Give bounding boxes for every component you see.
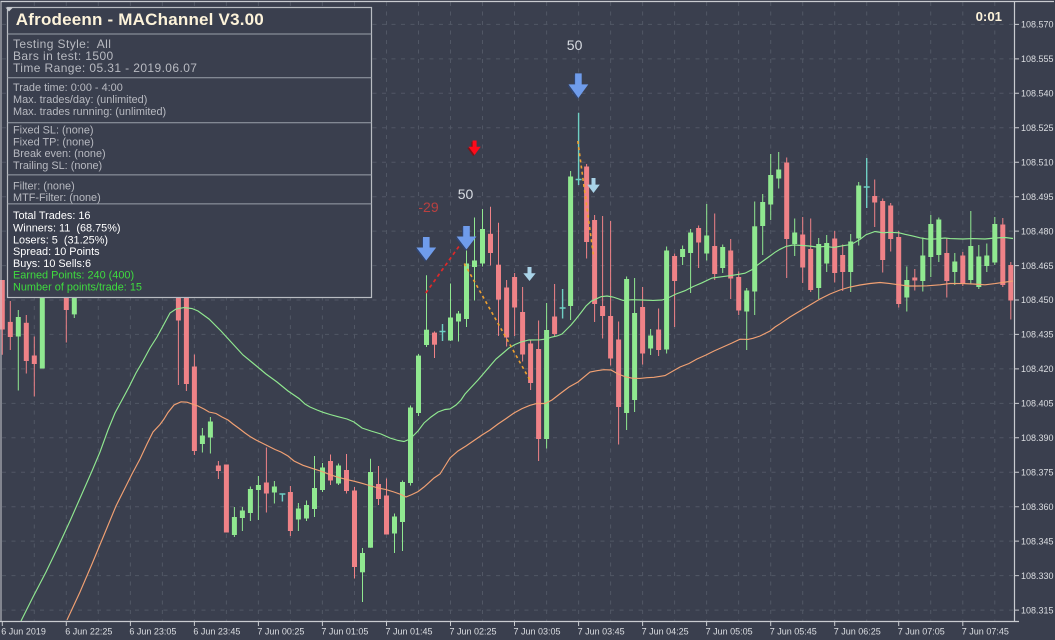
svg-text:108.525: 108.525 <box>1021 123 1054 133</box>
svg-text:108.420: 108.420 <box>1021 364 1054 374</box>
svg-text:50: 50 <box>567 37 583 53</box>
svg-text:Fixed TP: (none): Fixed TP: (none) <box>13 137 94 149</box>
svg-text:7 Jun 07:45: 7 Jun 07:45 <box>962 627 1009 637</box>
svg-text:Filter: (none): Filter: (none) <box>13 181 75 193</box>
svg-text:7 Jun 06:25: 7 Jun 06:25 <box>834 627 881 637</box>
svg-text:7 Jun 05:45: 7 Jun 05:45 <box>770 627 817 637</box>
svg-text:108.540: 108.540 <box>1021 89 1054 99</box>
svg-text:Trailing SL: (none): Trailing SL: (none) <box>13 160 102 172</box>
svg-text:108.480: 108.480 <box>1021 226 1054 236</box>
svg-text:7 Jun 05:05: 7 Jun 05:05 <box>706 627 753 637</box>
svg-text:Number of points/trade: 15: Number of points/trade: 15 <box>13 282 142 294</box>
svg-text:108.510: 108.510 <box>1021 157 1054 167</box>
svg-text:Losers: 5 (31.25%): Losers: 5 (31.25%) <box>13 235 108 247</box>
svg-text:Afrodeenn - MAChannel V3.00: Afrodeenn - MAChannel V3.00 <box>16 10 264 29</box>
svg-text:7 Jun 01:45: 7 Jun 01:45 <box>386 627 433 637</box>
svg-text:Time Range: 05.31 - 2019.06.07: Time Range: 05.31 - 2019.06.07 <box>13 61 197 75</box>
svg-text:7 Jun 04:25: 7 Jun 04:25 <box>642 627 689 637</box>
svg-text:108.555: 108.555 <box>1021 54 1054 64</box>
svg-text:108.315: 108.315 <box>1021 605 1054 615</box>
svg-text:108.330: 108.330 <box>1021 571 1054 581</box>
svg-text:50: 50 <box>458 186 474 202</box>
svg-text:MTF-Filter: (none): MTF-Filter: (none) <box>13 192 101 204</box>
svg-text:Trade time: 0:00 - 4:00: Trade time: 0:00 - 4:00 <box>13 82 123 94</box>
svg-text:108.345: 108.345 <box>1021 536 1054 546</box>
svg-text:Bars in test: 1500: Bars in test: 1500 <box>13 49 114 63</box>
svg-text:7 Jun 02:25: 7 Jun 02:25 <box>450 627 497 637</box>
svg-text:108.495: 108.495 <box>1021 192 1054 202</box>
svg-text:Buys: 10 Sells:6: Buys: 10 Sells:6 <box>13 258 91 270</box>
svg-text:Break even: (none): Break even: (none) <box>13 148 106 160</box>
svg-text:Earned Points: 240 (400): Earned Points: 240 (400) <box>13 270 134 282</box>
svg-text:Winners: 11 (68.75%): Winners: 11 (68.75%) <box>13 223 121 235</box>
svg-text:108.465: 108.465 <box>1021 261 1054 271</box>
svg-text:Max. trades/day: (unlimited): Max. trades/day: (unlimited) <box>13 94 147 106</box>
svg-text:Fixed SL: (none): Fixed SL: (none) <box>13 125 94 137</box>
svg-text:7 Jun 03:05: 7 Jun 03:05 <box>514 627 561 637</box>
svg-text:6 Jun 22:25: 6 Jun 22:25 <box>65 627 112 637</box>
svg-text:6 Jun 23:45: 6 Jun 23:45 <box>193 627 240 637</box>
svg-text:7 Jun 00:25: 7 Jun 00:25 <box>257 627 304 637</box>
svg-text:7 Jun 07:05: 7 Jun 07:05 <box>898 627 945 637</box>
svg-text:108.450: 108.450 <box>1021 295 1054 305</box>
svg-text:0:01: 0:01 <box>976 9 1002 24</box>
svg-text:7 Jun 01:05: 7 Jun 01:05 <box>321 627 368 637</box>
svg-text:6 Jun 2019: 6 Jun 2019 <box>1 627 46 637</box>
svg-text:108.390: 108.390 <box>1021 433 1054 443</box>
svg-text:108.435: 108.435 <box>1021 330 1054 340</box>
svg-text:7 Jun 03:45: 7 Jun 03:45 <box>578 627 625 637</box>
svg-text:Spread: 10 Points: Spread: 10 Points <box>13 246 100 258</box>
svg-text:108.570: 108.570 <box>1021 20 1054 30</box>
svg-text:Max. trades running: (unlimite: Max. trades running: (unlimited) <box>13 106 166 118</box>
svg-text:Total Trades: 16: Total Trades: 16 <box>13 210 91 222</box>
svg-text:Testing Style: All: Testing Style: All <box>13 37 111 51</box>
svg-text:108.405: 108.405 <box>1021 399 1054 409</box>
svg-text:108.360: 108.360 <box>1021 502 1054 512</box>
svg-text:-29: -29 <box>418 199 438 215</box>
svg-text:6 Jun 23:05: 6 Jun 23:05 <box>129 627 176 637</box>
svg-text:108.375: 108.375 <box>1021 467 1054 477</box>
